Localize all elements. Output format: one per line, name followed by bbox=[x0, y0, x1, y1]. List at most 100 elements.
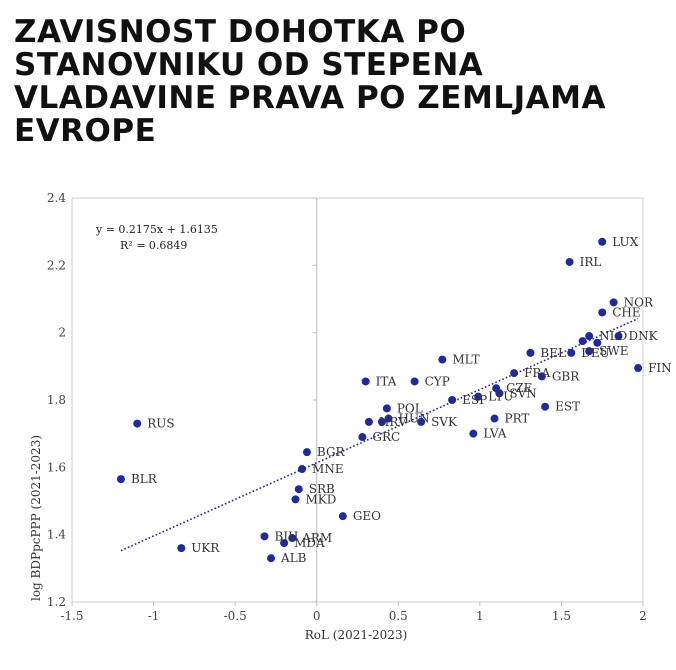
point-label: EST bbox=[555, 400, 580, 414]
trend-line bbox=[120, 317, 639, 552]
point-label: SVN bbox=[509, 386, 536, 400]
point-label: ARM bbox=[301, 531, 332, 545]
data-point bbox=[298, 465, 307, 474]
point-label: BEL bbox=[540, 346, 566, 360]
x-tick-label: -1.5 bbox=[60, 609, 83, 623]
data-point bbox=[177, 544, 186, 553]
point-label: HUN bbox=[398, 412, 429, 426]
data-point bbox=[578, 337, 587, 346]
point-label: BGR bbox=[317, 445, 346, 459]
point-label: ESP bbox=[462, 393, 487, 407]
data-point bbox=[634, 364, 643, 373]
data-point bbox=[585, 347, 594, 356]
data-point bbox=[260, 532, 269, 541]
point-label: BIH bbox=[275, 529, 299, 543]
x-tick-label: 2 bbox=[639, 609, 647, 623]
y-tick-label: 1.8 bbox=[47, 393, 66, 407]
point-label: GEO bbox=[353, 509, 381, 523]
point-label: MKD bbox=[306, 492, 337, 506]
x-tick-label: -0.5 bbox=[224, 609, 247, 623]
data-point bbox=[288, 534, 297, 543]
point-label: CZE bbox=[506, 381, 532, 395]
point-label: FRA bbox=[524, 366, 550, 380]
y-tick-label: 1.4 bbox=[47, 528, 66, 542]
data-point bbox=[438, 355, 447, 364]
data-point bbox=[294, 485, 303, 494]
point-label: IRL bbox=[580, 255, 602, 269]
data-point bbox=[417, 417, 426, 426]
point-label: GRC bbox=[372, 430, 400, 444]
point-label: SRB bbox=[309, 482, 335, 496]
data-point bbox=[609, 298, 618, 307]
x-tick-label: 0.5 bbox=[389, 609, 408, 623]
point-label: PRT bbox=[505, 412, 530, 426]
x-tick-label: 1.5 bbox=[552, 609, 571, 623]
point-label: DEU bbox=[581, 346, 610, 360]
point-label: HRV bbox=[379, 415, 407, 429]
point-label: MLT bbox=[452, 353, 479, 367]
data-point bbox=[510, 369, 519, 378]
data-point bbox=[377, 417, 386, 426]
x-tick-label: -1 bbox=[148, 609, 160, 623]
point-label: NLD bbox=[599, 329, 627, 343]
data-point bbox=[474, 392, 483, 401]
data-point bbox=[567, 348, 576, 357]
data-point bbox=[598, 308, 607, 317]
point-label: SVK bbox=[431, 415, 458, 429]
data-point bbox=[291, 495, 300, 504]
point-label: CYP bbox=[425, 374, 450, 388]
point-label: FIN bbox=[648, 361, 672, 375]
y-tick-label: 2.2 bbox=[47, 258, 66, 272]
data-point bbox=[267, 554, 276, 563]
data-point bbox=[280, 539, 289, 548]
x-tick-label: 1 bbox=[476, 609, 484, 623]
point-label: MDA bbox=[294, 536, 325, 550]
data-point bbox=[338, 512, 347, 521]
data-point bbox=[585, 332, 594, 341]
data-point bbox=[495, 389, 504, 398]
data-point bbox=[598, 237, 607, 246]
point-label: LTU bbox=[488, 390, 513, 404]
point-label: MNE bbox=[312, 462, 344, 476]
data-point bbox=[384, 414, 393, 423]
x-axis-title: RoL (2021-2023) bbox=[305, 628, 408, 642]
point-label: CHE bbox=[612, 305, 640, 319]
point-label: ITA bbox=[376, 374, 397, 388]
point-label: ALB bbox=[280, 551, 307, 565]
plot-frame bbox=[71, 197, 644, 603]
trend-equation: y = 0.2175x + 1.6135 bbox=[95, 223, 218, 236]
data-point bbox=[537, 372, 546, 381]
point-label: SWE bbox=[599, 344, 628, 358]
data-point bbox=[565, 257, 574, 266]
data-point bbox=[133, 419, 142, 428]
data-point bbox=[382, 404, 391, 413]
y-tick-label: 2 bbox=[58, 326, 66, 340]
scatter-chart: -1.5 -1 -0.5 0 0.5 1 1.5 2 1.2 1.4 1.6 1.8 2 2.2 2.4 L… bbox=[29, 191, 672, 642]
y-tick-label: 2.4 bbox=[47, 191, 66, 205]
point-label: DNK bbox=[629, 329, 659, 343]
data-point bbox=[364, 417, 373, 426]
point-label: GBR bbox=[552, 369, 580, 383]
point-label: RUS bbox=[147, 417, 174, 431]
point-label: LUX bbox=[612, 235, 638, 249]
data-point bbox=[614, 332, 623, 341]
trend-line-group bbox=[120, 317, 639, 552]
y-tick-label: 1.2 bbox=[47, 595, 66, 609]
data-point bbox=[116, 475, 125, 484]
data-point bbox=[302, 448, 311, 457]
data-point bbox=[448, 396, 457, 404]
chart-axes: -1.5 -1 -0.5 0 0.5 1 1.5 2 1.2 1.4 1.6 1.8 2 2.2 2.4 bbox=[47, 191, 647, 623]
data-point bbox=[526, 348, 535, 357]
data-point bbox=[541, 402, 550, 411]
data-point bbox=[358, 433, 367, 442]
trend-r2: R² = 0.6849 bbox=[120, 239, 187, 252]
y-axis-title: log BDPpcPPP (2021-2023) bbox=[29, 435, 43, 601]
point-label: LVA bbox=[483, 427, 506, 441]
data-point bbox=[361, 377, 370, 386]
point-label: NOR bbox=[624, 295, 654, 309]
y-tick-label: 1.6 bbox=[47, 460, 66, 474]
point-label: POL bbox=[397, 401, 423, 415]
data-point bbox=[593, 338, 602, 347]
data-point bbox=[469, 429, 478, 438]
